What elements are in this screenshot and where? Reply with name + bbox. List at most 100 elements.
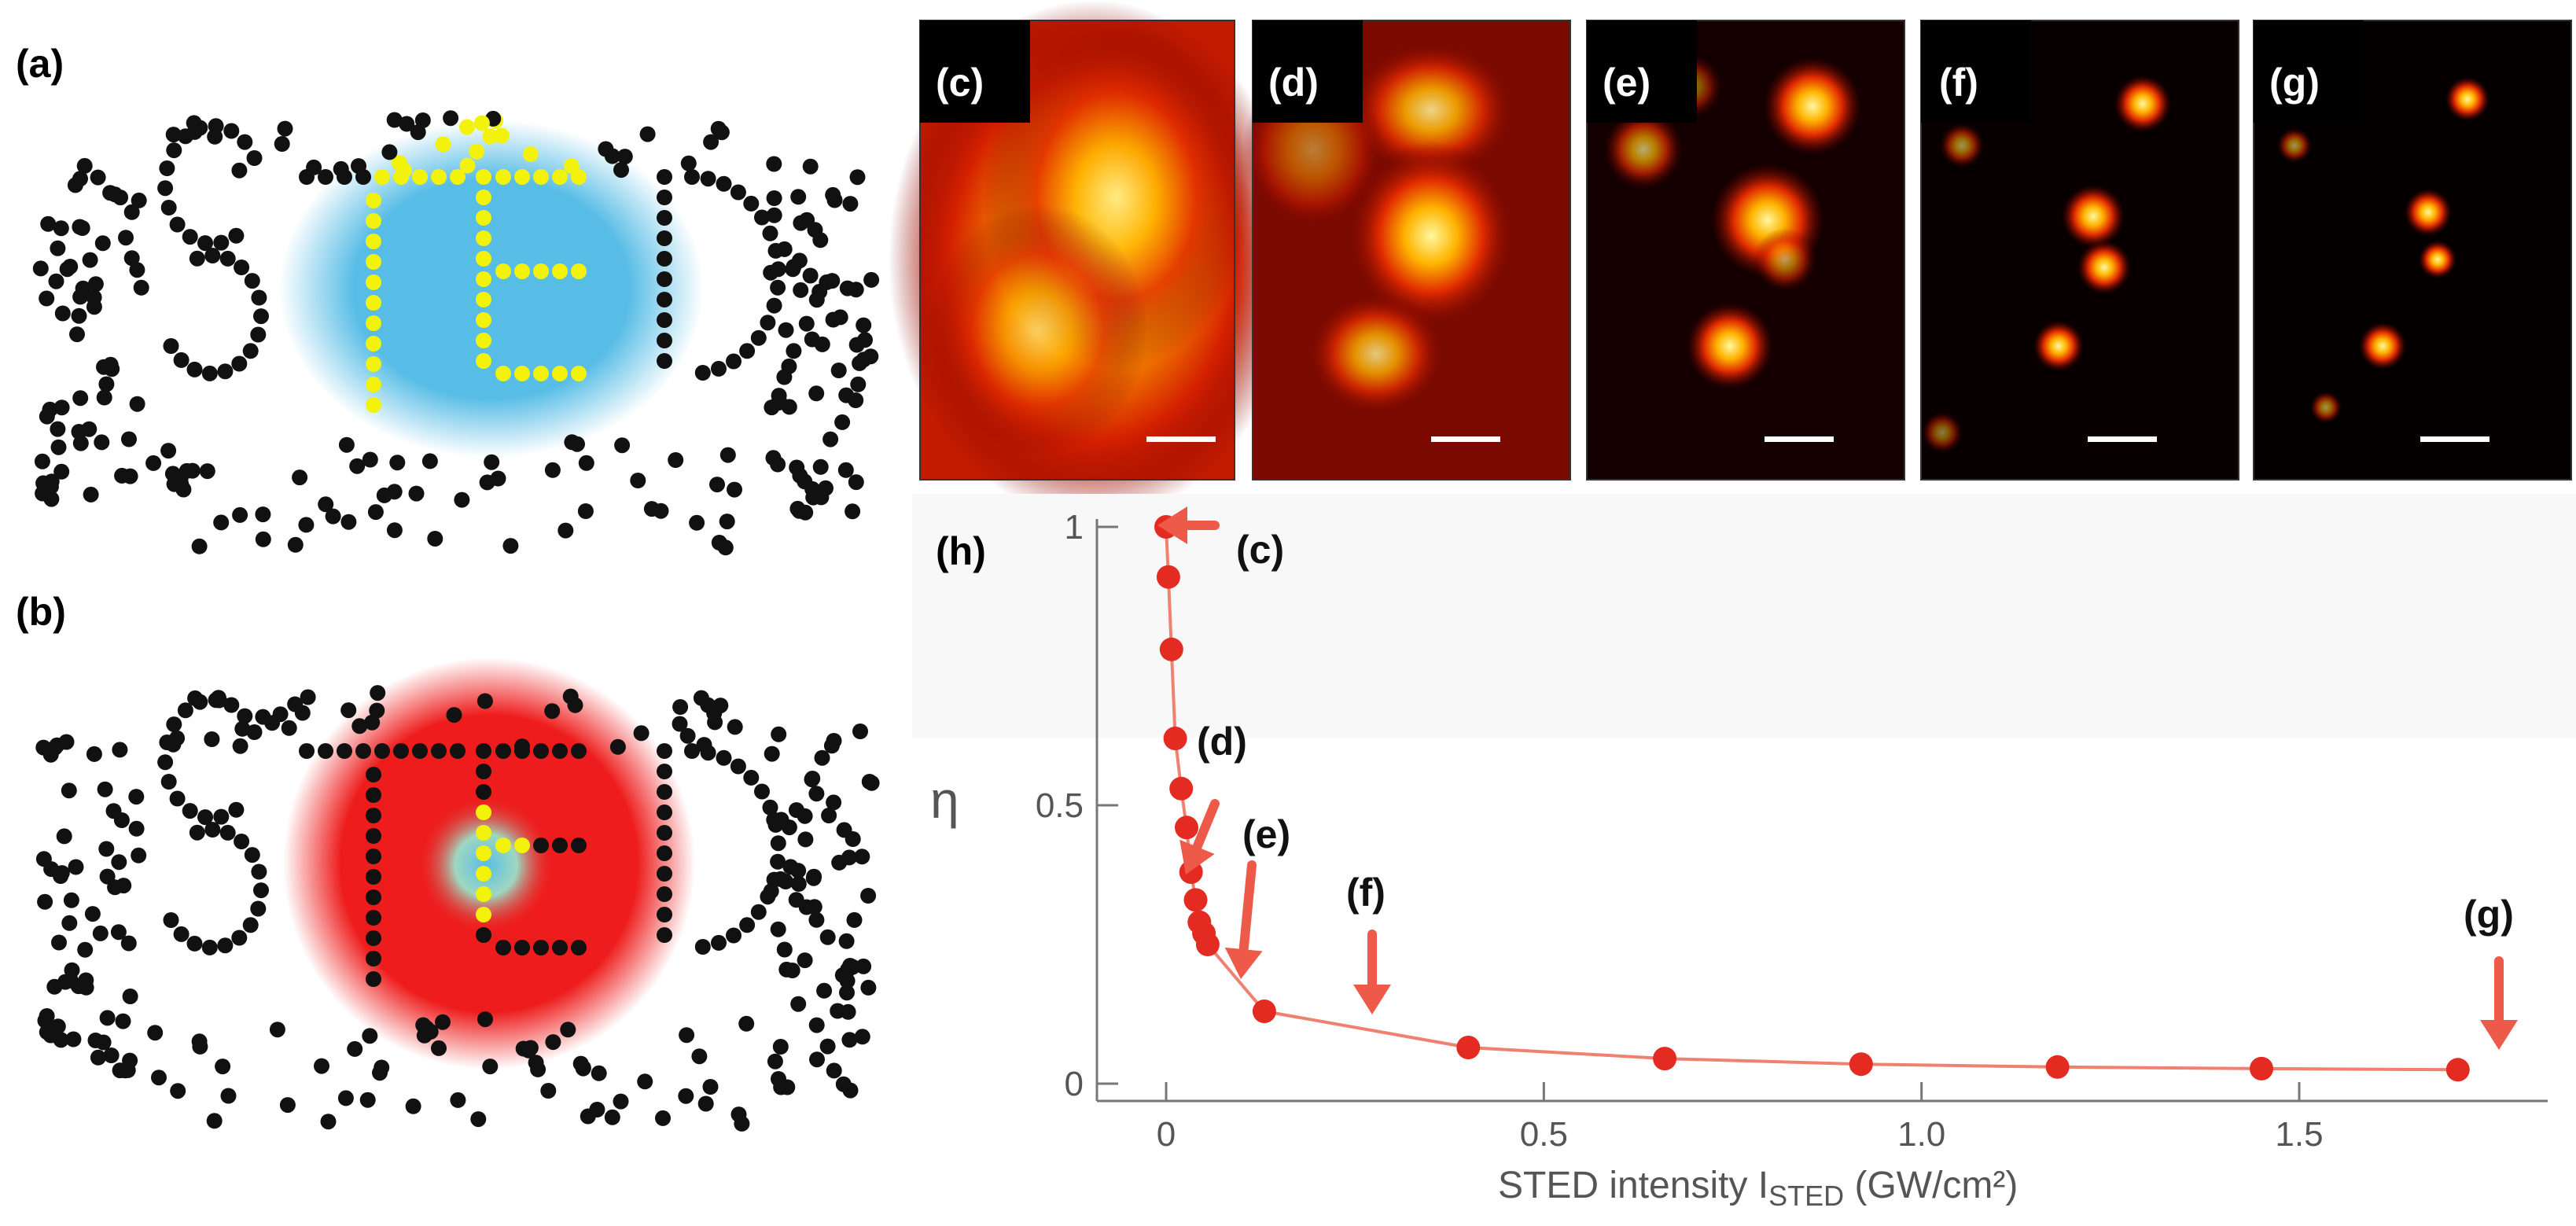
dark-molecule xyxy=(84,906,101,922)
dark-molecule xyxy=(700,171,716,187)
dark-molecule xyxy=(657,825,672,841)
dark-molecule xyxy=(613,162,629,179)
dark-molecule xyxy=(325,508,341,525)
dark-molecule xyxy=(333,160,349,177)
fluorescent-molecule xyxy=(476,312,491,328)
dark-molecule xyxy=(693,690,709,706)
dark-molecule xyxy=(657,271,672,287)
dark-molecule xyxy=(421,453,438,469)
dark-molecule xyxy=(786,343,802,359)
dark-molecule xyxy=(374,743,390,759)
dark-molecule xyxy=(68,859,84,875)
dark-molecule xyxy=(69,326,85,343)
fluorescent-molecule xyxy=(476,866,491,882)
dark-molecule xyxy=(59,261,75,278)
dark-molecule xyxy=(366,889,381,905)
dark-molecule xyxy=(514,940,530,955)
dark-molecule xyxy=(118,230,134,246)
dark-molecule xyxy=(292,469,308,486)
dark-molecule xyxy=(96,389,112,406)
dark-molecule xyxy=(366,849,381,864)
dark-molecule xyxy=(657,866,672,882)
dark-molecule xyxy=(633,725,650,742)
dark-molecule xyxy=(567,697,583,713)
dark-molecule xyxy=(94,434,110,451)
dark-molecule xyxy=(849,169,866,186)
dark-molecule xyxy=(82,252,98,268)
dark-molecule xyxy=(766,156,782,172)
data-point xyxy=(1159,637,1183,661)
dark-molecule xyxy=(201,365,218,381)
dark-molecule xyxy=(107,186,123,203)
dark-molecule xyxy=(98,841,115,857)
dark-molecule xyxy=(802,158,819,175)
dark-molecule xyxy=(727,481,742,498)
dark-molecule xyxy=(374,1059,390,1076)
dark-molecule xyxy=(366,828,381,844)
dark-molecule xyxy=(450,743,466,759)
dark-molecule xyxy=(34,453,50,469)
dark-molecule xyxy=(217,363,234,380)
dark-molecule xyxy=(838,387,855,403)
molecules-b xyxy=(35,685,880,1132)
dark-molecule xyxy=(738,1015,755,1032)
dark-molecule xyxy=(133,279,149,296)
dark-molecule xyxy=(754,209,770,226)
data-point xyxy=(1163,727,1187,750)
dark-molecule xyxy=(367,504,384,521)
dark-molecule xyxy=(279,1097,296,1114)
dark-molecule xyxy=(830,363,847,378)
dark-molecule xyxy=(366,767,381,782)
fluorescent-molecule xyxy=(552,169,568,185)
dark-molecule xyxy=(250,900,267,917)
dark-molecule xyxy=(569,436,585,452)
dark-molecule xyxy=(808,292,825,308)
dark-molecule xyxy=(242,343,259,359)
dark-molecule xyxy=(657,169,672,185)
dark-molecule xyxy=(533,743,549,759)
panel-b-schematic xyxy=(35,657,880,1132)
dark-molecule xyxy=(355,743,371,759)
dark-molecule xyxy=(717,539,734,556)
fluorescent-molecule xyxy=(476,251,491,267)
dark-molecule xyxy=(856,352,872,368)
dark-molecule xyxy=(778,874,794,889)
fluorescent-molecule xyxy=(571,366,587,381)
dark-molecule xyxy=(234,834,250,849)
dark-molecule xyxy=(830,1003,846,1019)
dark-molecule xyxy=(186,935,203,952)
y-tick-label: 0.5 xyxy=(1036,786,1084,825)
dark-molecule xyxy=(578,455,594,471)
dark-molecule xyxy=(832,309,848,326)
dark-molecule xyxy=(77,941,94,958)
fluorescent-molecule xyxy=(366,315,381,331)
dark-molecule xyxy=(159,160,175,176)
dark-molecule xyxy=(177,702,193,719)
dark-molecule xyxy=(750,904,767,920)
dark-molecule xyxy=(427,531,443,547)
dark-molecule xyxy=(470,1111,487,1128)
data-point xyxy=(1653,1047,1677,1071)
fluorescent-molecule xyxy=(476,210,491,226)
dark-molecule xyxy=(710,120,727,137)
dark-molecule xyxy=(151,1070,167,1086)
panel-label-d: (d) xyxy=(1268,61,1319,105)
dark-molecule xyxy=(814,336,830,352)
data-point xyxy=(2045,1055,2070,1079)
dark-molecule xyxy=(530,1061,546,1077)
plot-h: (h) 0 0.5 1 0 0.5 1.0 1.5 (c) (d) (e) (f) (g) η ST… xyxy=(912,494,2576,1212)
dark-molecule xyxy=(790,996,807,1012)
dark-molecule xyxy=(657,292,672,307)
dark-molecule xyxy=(772,1039,789,1055)
fluorescent-molecule xyxy=(514,169,530,185)
dark-molecule xyxy=(850,376,867,392)
dark-molecule xyxy=(846,911,863,928)
dark-molecule xyxy=(842,196,859,212)
dark-molecule xyxy=(251,863,267,880)
dark-molecule xyxy=(816,982,833,999)
dark-molecule xyxy=(298,517,315,533)
dark-molecule xyxy=(805,489,822,506)
dark-molecule xyxy=(416,1027,432,1044)
fluorescent-molecule xyxy=(495,169,511,185)
dark-molecule xyxy=(818,480,834,496)
